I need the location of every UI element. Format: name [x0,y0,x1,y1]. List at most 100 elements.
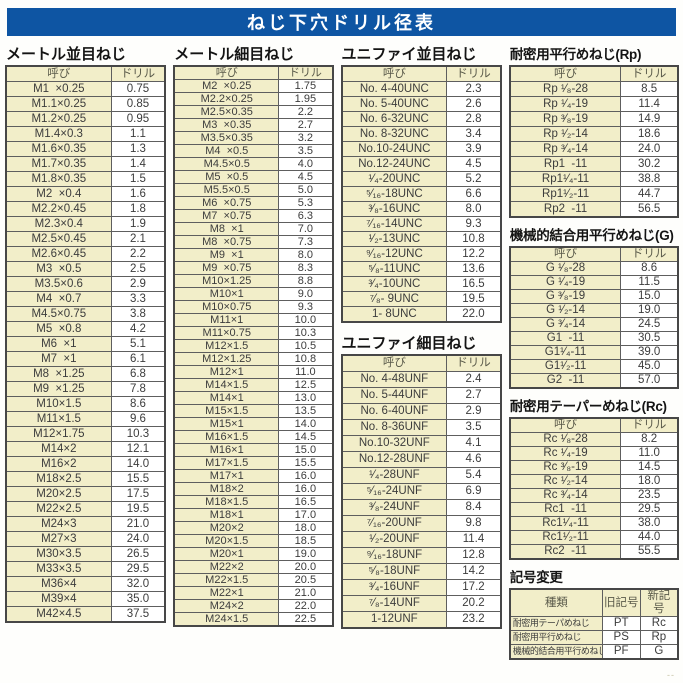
drill-value-cell: 21.0 [278,586,334,600]
drill-value-cell: 4.6 [446,451,502,468]
thread-name-cell: M1.2×0.25 [5,111,112,127]
section-unified-coarse: ユニファイ並目ねじ 呼び ドリル No. 4-40UNC 2.3 No. 5-40U… [340,46,502,323]
table-row: M2.6×0.45 2.2 [5,246,166,262]
table-row: M1.6×0.35 1.3 [5,141,166,157]
thread-name-cell: ⁷⁄₁₆-20UNF [341,515,448,532]
drill-column-header: ドリル [620,246,679,262]
thread-name-cell: M24×3 [5,516,112,532]
thread-name-cell: M2.2×0.45 [5,201,112,217]
thread-name-cell: M3 ×0.5 [5,261,112,277]
table-row: M14×2 12.1 [5,441,166,457]
drill-value-cell: 12.1 [110,441,166,457]
name-column-header: 呼び [173,65,280,80]
table-row: M10×1.5 8.6 [5,396,166,412]
drill-value-cell: 14.5 [278,430,334,444]
drill-value-cell: 0.85 [110,96,166,112]
drill-value-cell: 9.3 [278,300,334,314]
drill-value-cell: 39.0 [620,345,679,360]
table-row: M2 ×0.25 1.75 [173,79,334,93]
section-metric-coarse: メートル並目ねじ 呼び ドリル M1 ×0.25 0.75 M1.1×0.25 0.8… [5,46,167,623]
thread-name-cell: G ³⁄₈-19 [509,289,622,304]
drill-value-cell: 7.3 [278,235,334,249]
old-symbol-column-header: 旧記号 [601,588,641,617]
thread-name-cell: M12×1.5 [173,339,280,353]
thread-name-cell: ⁵⁄₈-11UNC [341,261,448,277]
drill-value-cell: 8.0 [278,248,334,262]
thread-name-cell: M22×1.5 [173,573,280,587]
thread-name-cell: M12×1.75 [5,426,112,442]
table-row: M18×2.5 15.5 [5,471,166,487]
drill-value-cell: 11.4 [620,96,679,112]
thread-name-cell: Rp1¹⁄₂-11 [509,186,622,202]
table-row: M12×1.25 10.8 [173,352,334,366]
drill-value-cell: 14.0 [110,456,166,472]
thread-name-cell: Rp ¹⁄₄-19 [509,96,622,112]
thread-name-cell: M16×2 [5,456,112,472]
drill-value-cell: 8.2 [620,432,679,447]
table-row: M30×3.5 26.5 [5,546,166,562]
metric-fine-table: 呼び ドリル M2 ×0.25 1.75 M2.2×0.25 1.95 M2.5×0.3… [173,65,334,627]
drill-value-cell: 14.2 [446,563,502,580]
thread-name-cell: M18×2.5 [5,471,112,487]
thread-name-cell: ³⁄₄-16UNF [341,579,448,596]
section-heading-rc: 耐密用テーパーめねじ(Rc) [509,399,667,414]
table-row: Rp ¹⁄₈-28 8.5 [509,81,679,97]
drill-value-cell: 16.0 [278,482,334,496]
g-table: 呼び ドリル G ¹⁄₈-28 8.6 G ¹⁄₄-19 11.5 G ³⁄₈-19 15… [508,246,679,389]
thread-name-cell: ⁵⁄₁₆-18UNC [341,186,448,202]
table-row: ³⁄₈-16UNC 8.0 [341,201,502,217]
thread-name-cell: M11×1 [173,313,280,327]
table-row: M15×1 14.0 [173,417,334,431]
drill-value-cell: 21.0 [110,516,166,532]
thread-name-cell: ⁵⁄₈-18UNF [341,563,448,580]
thread-name-cell: ⁹⁄₁₆-18UNF [341,547,448,564]
table-row: M10×0.75 9.3 [173,300,334,314]
drill-value-cell: 4.1 [446,435,502,452]
thread-name-cell: M20×2.5 [5,486,112,502]
table-row: M22×1 21.0 [173,586,334,600]
table-row: Rc1¹⁄₄-11 38.0 [509,516,679,531]
thread-name-cell: ⁵⁄₁₆-24UNF [341,483,448,500]
drill-value-cell: 15.0 [620,289,679,304]
drill-value-cell: 2.7 [446,387,502,404]
new-symbol-cell: G [639,644,679,660]
thread-name-cell: M15×1 [173,417,280,431]
drill-value-cell: 9.6 [110,411,166,427]
drill-value-cell: 32.0 [110,576,166,592]
thread-name-cell: M18×2 [173,482,280,496]
thread-name-cell: M3.5×0.6 [5,276,112,292]
table-row: ⁷⁄₈- 9UNC 19.5 [341,291,502,307]
table-row: M1.1×0.25 0.85 [5,96,166,112]
table-row: M24×3 21.0 [5,516,166,532]
section-unified-fine: ユニファイ細目ねじ 呼び ドリル No. 4-48UNF 2.4 No. 5-44U… [340,335,502,629]
table-header-row: 呼び ドリル [509,417,679,433]
thread-name-cell: Rc ³⁄₄-14 [509,488,622,503]
table-row: M7 ×0.75 6.3 [173,209,334,223]
drill-value-cell: 1.75 [278,79,334,93]
rp-table: 呼び ドリル Rp ¹⁄₈-28 8.5 Rp ¹⁄₄-19 11.4 Rp ³⁄₈-1… [508,65,679,218]
table-row: M8 ×0.75 7.3 [173,235,334,249]
thread-name-cell: M2 ×0.4 [5,186,112,202]
drill-value-cell: 2.7 [278,118,334,132]
thread-name-cell: M24×2 [173,599,280,613]
drill-value-cell: 35.0 [110,591,166,607]
table-row: G1 -11 30.5 [509,331,679,346]
thread-name-cell: M11×0.75 [173,326,280,340]
table-row: 耐密用テーパめねじ PT Rc [509,616,679,631]
thread-name-cell: M10×1.5 [5,396,112,412]
thread-name-cell: G ³⁄₄-14 [509,317,622,332]
table-row: G ³⁄₄-14 24.5 [509,317,679,332]
thread-name-cell: G2 -11 [509,373,622,389]
drill-value-cell: 19.0 [278,547,334,561]
table-row: M16×2 14.0 [5,456,166,472]
table-row: Rc1¹⁄₂-11 44.0 [509,530,679,545]
table-row: G1¹⁄₄-11 39.0 [509,345,679,360]
drill-value-cell: 19.0 [620,303,679,318]
table-row: Rp ¹⁄₄-19 11.4 [509,96,679,112]
drill-value-cell: 6.1 [110,351,166,367]
table-row: M22×1.5 20.5 [173,573,334,587]
table-row: M6 ×0.75 5.3 [173,196,334,210]
drill-value-cell: 9.0 [278,287,334,301]
drill-value-cell: 2.8 [446,111,502,127]
thread-name-cell: M17×1 [173,469,280,483]
